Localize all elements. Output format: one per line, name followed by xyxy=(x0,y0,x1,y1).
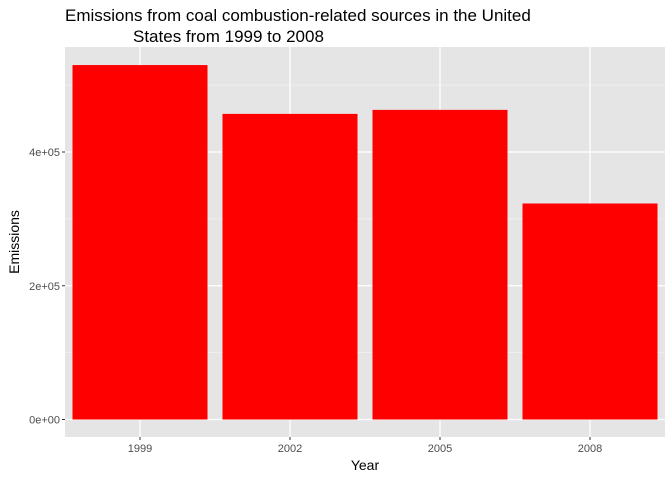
y-tick-label: 2e+05 xyxy=(29,281,60,293)
x-axis: 1999 2002 2005 2008 xyxy=(128,437,602,455)
bar-2005 xyxy=(372,109,508,420)
x-axis-title: Year xyxy=(351,457,380,473)
x-tick-label: 2002 xyxy=(278,443,302,455)
chart-title: Emissions from coal combustion-related s… xyxy=(65,5,531,47)
y-axis: 0e+00 2e+05 4e+05 xyxy=(29,147,65,427)
y-axis-title: Emissions xyxy=(6,210,22,274)
x-tick-label: 2005 xyxy=(428,443,452,455)
bar-2008 xyxy=(522,203,658,420)
y-tick-label: 4e+05 xyxy=(29,147,60,159)
bar-1999 xyxy=(72,65,208,420)
y-tick-label: 0e+00 xyxy=(29,415,60,427)
chart-title-line-2: States from 1999 to 2008 xyxy=(133,27,324,46)
x-tick-label: 2008 xyxy=(578,443,602,455)
bars xyxy=(72,65,658,420)
x-tick-label: 1999 xyxy=(128,443,152,455)
bar-2002 xyxy=(222,113,358,420)
chart-title-line-1: Emissions from coal combustion-related s… xyxy=(65,6,531,25)
